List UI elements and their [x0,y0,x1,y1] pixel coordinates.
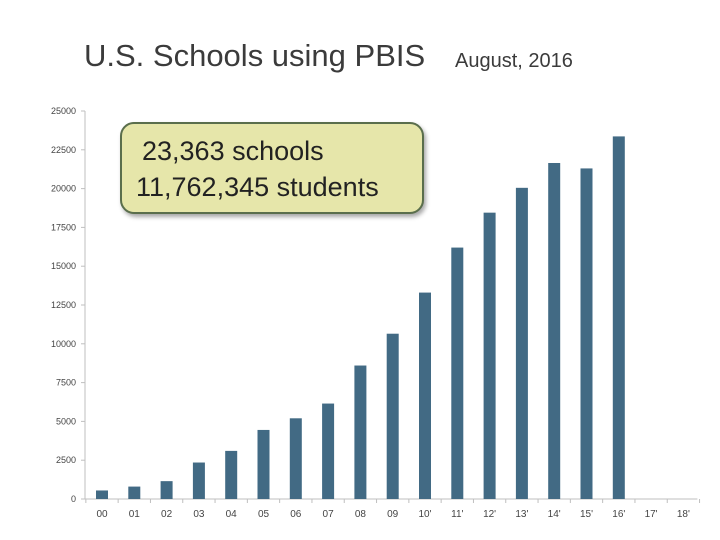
bar-00 [96,490,108,499]
y-tick-label: 17500 [51,222,76,232]
chart-date: August, 2016 [455,50,573,72]
x-tick-label: 10' [418,509,431,520]
x-tick-label: 16' [612,509,625,520]
x-tick-label: 01 [129,509,141,520]
x-tick-label: 00 [96,509,108,520]
bar-10 [419,292,431,499]
x-tick-label: 09 [387,509,399,520]
bar-13 [515,187,528,499]
summary-callout: 23,363 schools 11,762,345 students [120,122,424,214]
y-tick-label: 2500 [56,455,76,465]
x-tick-label: 14' [548,509,561,520]
bar-04 [225,450,238,499]
bar-03 [192,462,205,499]
y-tick-label: 20000 [51,184,76,194]
x-tick-label: 05 [258,509,270,520]
y-tick-label: 25000 [51,106,76,116]
x-tick-label: 15' [580,509,593,520]
bar-02 [160,481,173,499]
x-tick-label: 06 [290,509,302,520]
bar-08 [354,365,367,499]
x-tick-label: 18' [677,509,690,520]
bar-01 [128,486,141,499]
x-tick-label: 07 [323,509,335,520]
bar-05 [257,429,270,499]
students-count-label: 11,762,345 students [136,172,379,202]
bar-07 [322,403,335,499]
x-tick-label: 13' [515,509,528,520]
y-tick-label: 5000 [56,416,76,426]
bar-09 [386,333,399,499]
x-tick-label: 12' [483,509,496,520]
x-tick-label: 03 [193,509,205,520]
x-tick-label: 11' [451,509,463,520]
bar-16 [612,136,625,499]
x-tick-label: 17' [645,509,658,520]
y-tick-label: 15000 [51,261,76,271]
bar-15 [580,168,593,499]
y-tick-label: 0 [71,494,76,504]
bar-06 [289,418,302,499]
x-tick-label: 08 [355,509,367,520]
y-tick-label: 7500 [56,378,76,388]
bar-11 [451,247,464,499]
bar-14 [548,162,561,499]
y-tick-label: 10000 [51,339,76,349]
bar-12 [483,212,496,499]
x-tick-label: 04 [226,509,238,520]
chart-title: U.S. Schools using PBIS [84,38,426,73]
x-tick-label: 02 [161,509,173,520]
schools-count-label: 23,363 schools [142,136,324,166]
y-tick-label: 12500 [51,300,76,310]
y-tick-label: 22500 [51,145,76,155]
